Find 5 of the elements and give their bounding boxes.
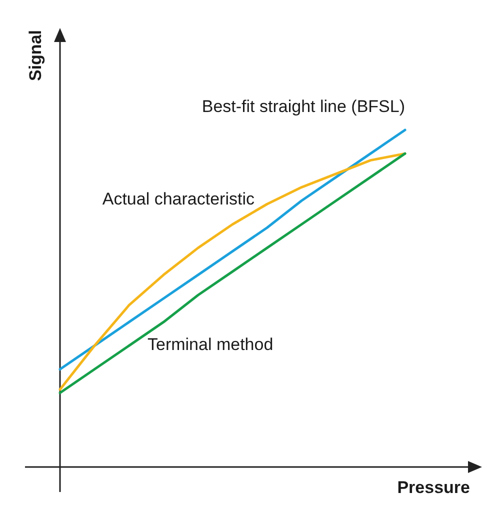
series-label: Actual characteristic [102, 189, 255, 208]
series-label: Terminal method [148, 335, 274, 354]
y-axis-title: Signal [26, 30, 45, 82]
series-label: Best-fit straight line (BFSL) [202, 97, 405, 116]
x-axis-title: Pressure [397, 478, 470, 497]
